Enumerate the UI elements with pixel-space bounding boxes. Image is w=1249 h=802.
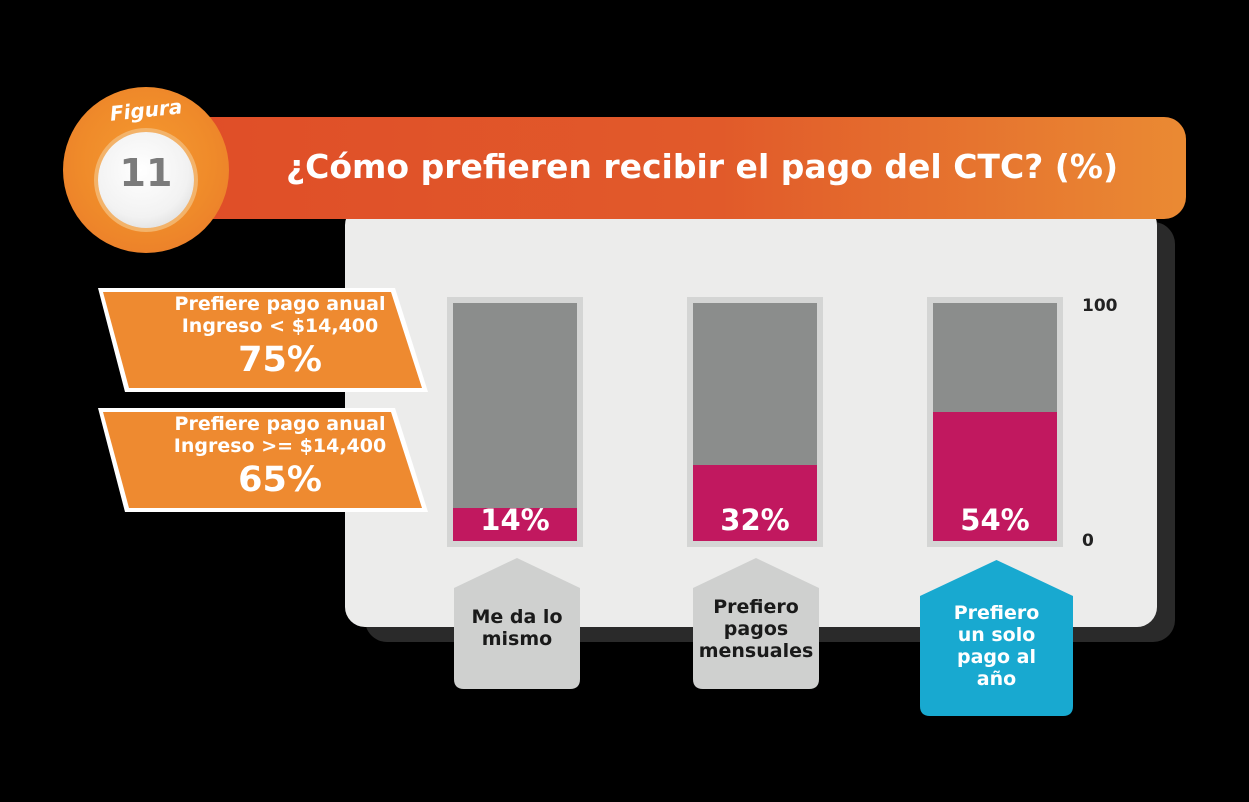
side-tag-line1: Prefiere pago anual <box>174 413 386 435</box>
category-label-line: mensuales <box>698 640 814 662</box>
category-label-shape <box>454 558 580 689</box>
side-tag-high-income: Prefiere pago anual Ingreso >= $14,400 6… <box>95 405 428 515</box>
category-label-line: mismo <box>481 628 553 650</box>
chart-title: ¿Cómo prefieren recibir el pago del CTC?… <box>286 147 1119 186</box>
side-tag-line2: Ingreso < $14,400 <box>181 315 379 337</box>
category-label-line: Prefiero <box>713 596 799 618</box>
category-label-line: año <box>976 668 1017 690</box>
category-label-shape <box>693 558 819 689</box>
bar-value-label: 54% <box>960 503 1030 537</box>
category-label: Prefiero un solo pago al año <box>920 560 1073 716</box>
bar <box>693 464 817 541</box>
side-tag-shape <box>98 408 428 512</box>
side-tag-shape <box>98 288 428 392</box>
category-label: Prefiero pagos mensuales <box>693 558 819 689</box>
category-label: Me da lo mismo <box>454 558 580 689</box>
y-tick-100: 100 <box>1082 296 1118 316</box>
side-tag-pct: 65% <box>238 460 322 500</box>
bar-frame: 14% <box>447 297 583 547</box>
category-label-line: Me da lo <box>471 606 563 628</box>
side-tag-low-income: Prefiere pago anual Ingreso < $14,400 75… <box>95 285 428 395</box>
category-label-text: Me da lo mismo <box>454 606 580 650</box>
bar-background <box>453 303 577 541</box>
category-label-text: Prefiero pagos mensuales <box>693 596 819 662</box>
category-label-line: un solo <box>957 624 1036 646</box>
bar <box>933 412 1057 541</box>
figure-number-disc <box>98 132 194 228</box>
title-banner <box>150 117 1186 219</box>
bar-value-label: 32% <box>720 503 790 537</box>
category-label-shape <box>920 560 1073 716</box>
category-label-text: Prefiero un solo pago al año <box>920 602 1073 690</box>
side-tag-line1: Prefiere pago anual <box>174 293 386 315</box>
bar-frame: 32% <box>687 297 823 547</box>
category-label-shape-fill <box>920 560 1073 716</box>
bar-frame: 54% <box>927 297 1063 547</box>
side-tag-pct: 75% <box>238 340 322 380</box>
side-tag-line2: Ingreso >= $14,400 <box>173 435 387 457</box>
category-label-line: pagos <box>723 618 789 640</box>
category-label-line: pago al <box>956 646 1037 668</box>
category-label-shape-fill <box>454 558 580 689</box>
y-tick-0: 0 <box>1082 531 1094 551</box>
bar-value-label: 14% <box>480 503 550 537</box>
category-label-shape-fill <box>693 558 819 689</box>
category-label-line: Prefiero <box>953 602 1040 624</box>
bar <box>453 507 577 541</box>
figure-number: 11 <box>119 151 173 195</box>
